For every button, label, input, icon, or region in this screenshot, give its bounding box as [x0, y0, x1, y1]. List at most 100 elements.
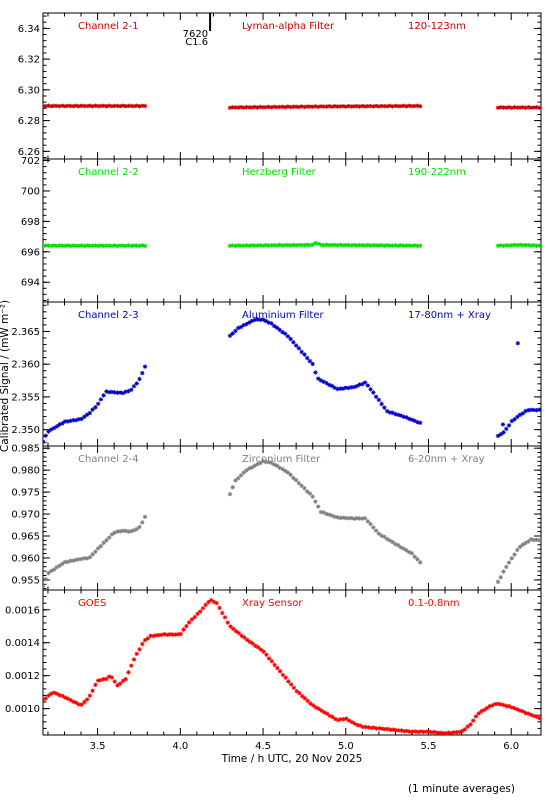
data-point — [401, 414, 406, 420]
data-point — [49, 104, 54, 109]
data-point — [315, 241, 321, 246]
data-point — [443, 731, 448, 735]
data-point — [346, 242, 351, 248]
data-point — [230, 485, 235, 490]
data-point — [82, 555, 87, 561]
data-point — [244, 104, 249, 110]
data-point — [156, 632, 162, 638]
data-point — [515, 341, 521, 346]
data-point — [277, 104, 282, 110]
data-point — [379, 103, 384, 109]
data-point — [247, 243, 252, 249]
data-point — [349, 385, 354, 390]
data-point — [307, 491, 313, 496]
data-point — [288, 243, 293, 248]
data-point — [57, 422, 62, 427]
data-point — [321, 510, 326, 515]
data-point — [313, 705, 319, 710]
x-tick-label: 4.5 — [255, 741, 271, 752]
data-point — [181, 627, 186, 632]
y-tick-label: 0.970 — [11, 510, 40, 521]
data-point — [324, 104, 329, 109]
data-point — [484, 705, 490, 711]
data-point — [412, 554, 417, 559]
data-point — [62, 419, 68, 424]
data-point — [390, 539, 395, 545]
data-point — [134, 526, 139, 532]
data-point — [266, 243, 271, 248]
y-tick-label: 6.30 — [18, 85, 40, 96]
data-point — [175, 632, 181, 637]
data-point — [126, 388, 131, 394]
data-point — [374, 726, 379, 731]
data-point — [252, 317, 257, 323]
panel-wavelength-label: 190-222nm — [408, 167, 466, 178]
data-point — [515, 105, 520, 110]
data-point — [286, 679, 291, 684]
data-point — [528, 537, 534, 542]
data-point — [293, 243, 299, 248]
data-point — [504, 564, 509, 570]
data-point — [241, 470, 246, 475]
data-point — [203, 602, 208, 608]
data-point — [338, 515, 343, 521]
data-point — [49, 568, 54, 574]
data-point — [534, 243, 539, 248]
data-point — [236, 630, 241, 636]
data-point — [523, 710, 528, 716]
data-point — [76, 243, 82, 248]
data-point — [159, 632, 164, 638]
data-point — [517, 105, 523, 110]
data-point — [534, 408, 539, 413]
data-point — [304, 489, 310, 494]
data-point — [57, 243, 62, 248]
data-point — [65, 243, 71, 248]
data-point — [352, 721, 357, 726]
panel-frame — [42, 589, 542, 736]
data-point — [106, 535, 112, 540]
y-tick-label: 700 — [21, 186, 40, 197]
data-point — [343, 385, 348, 390]
panel-label: Channel 2-4 — [78, 454, 139, 465]
data-point — [371, 725, 377, 730]
series-points — [43, 317, 541, 444]
data-point — [537, 243, 541, 248]
data-point — [84, 103, 90, 109]
data-point — [335, 243, 340, 248]
data-point — [79, 416, 84, 422]
data-point — [109, 103, 115, 109]
data-point — [382, 534, 387, 540]
data-point — [142, 103, 148, 109]
panel-5: 0.0010 0.0012 0.0014 0.0016 GOES Xray Sensor 0… — [5, 589, 542, 736]
data-point — [440, 730, 446, 735]
data-point — [134, 243, 139, 248]
y-tick-label: 0.985 — [11, 444, 40, 455]
data-point — [266, 320, 271, 325]
data-point — [109, 532, 115, 537]
data-point — [282, 104, 288, 110]
data-point — [227, 105, 233, 110]
data-point — [368, 387, 373, 392]
data-point — [46, 429, 51, 434]
data-point — [106, 103, 112, 108]
data-point — [62, 559, 68, 565]
data-point — [395, 103, 401, 109]
data-point — [418, 729, 423, 734]
data-point — [481, 707, 487, 713]
data-point — [329, 513, 335, 518]
y-tick-label: 2.350 — [11, 425, 40, 436]
data-point — [140, 243, 145, 248]
data-point — [238, 324, 244, 330]
data-point — [261, 649, 266, 654]
data-point — [104, 676, 109, 682]
data-point — [112, 390, 117, 395]
data-point — [365, 383, 371, 388]
data-point — [457, 729, 462, 735]
data-point — [271, 104, 277, 109]
data-point — [73, 700, 79, 705]
data-point — [293, 477, 299, 483]
x-axis: 3.5 4.0 4.5 5.0 5.5 6.0 — [90, 741, 520, 752]
data-point — [238, 104, 244, 110]
data-point — [98, 677, 104, 683]
data-point — [346, 516, 351, 521]
